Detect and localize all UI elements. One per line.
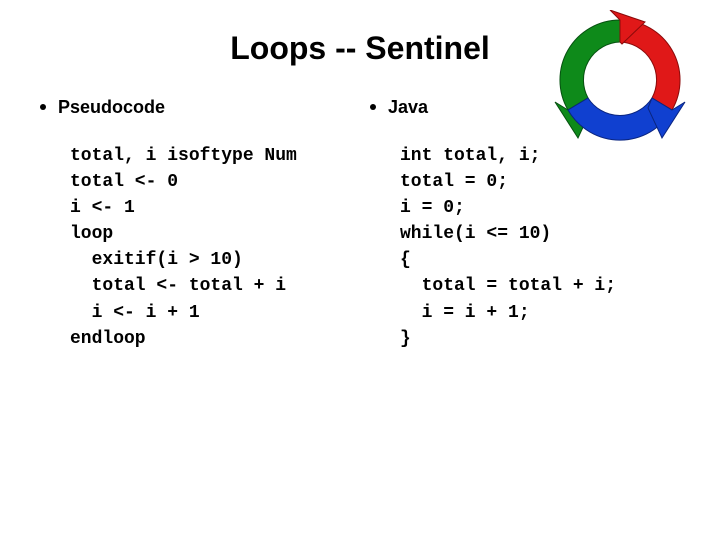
left-column: Pseudocode total, i isoftype Num total <… [40, 97, 350, 352]
slide-container: Loops -- Sentinel Pseudocode total, i is… [0, 0, 720, 540]
java-heading-text: Java [388, 97, 428, 117]
cycle-arrows-icon [550, 10, 690, 150]
pseudocode-heading: Pseudocode [40, 97, 350, 118]
pseudocode-block: total, i isoftype Num total <- 0 i <- 1 … [70, 143, 350, 352]
bullet-icon [40, 104, 46, 110]
java-code-block: int total, i; total = 0; i = 0; while(i … [400, 143, 680, 352]
bullet-icon [370, 104, 376, 110]
pseudocode-heading-text: Pseudocode [58, 97, 165, 117]
